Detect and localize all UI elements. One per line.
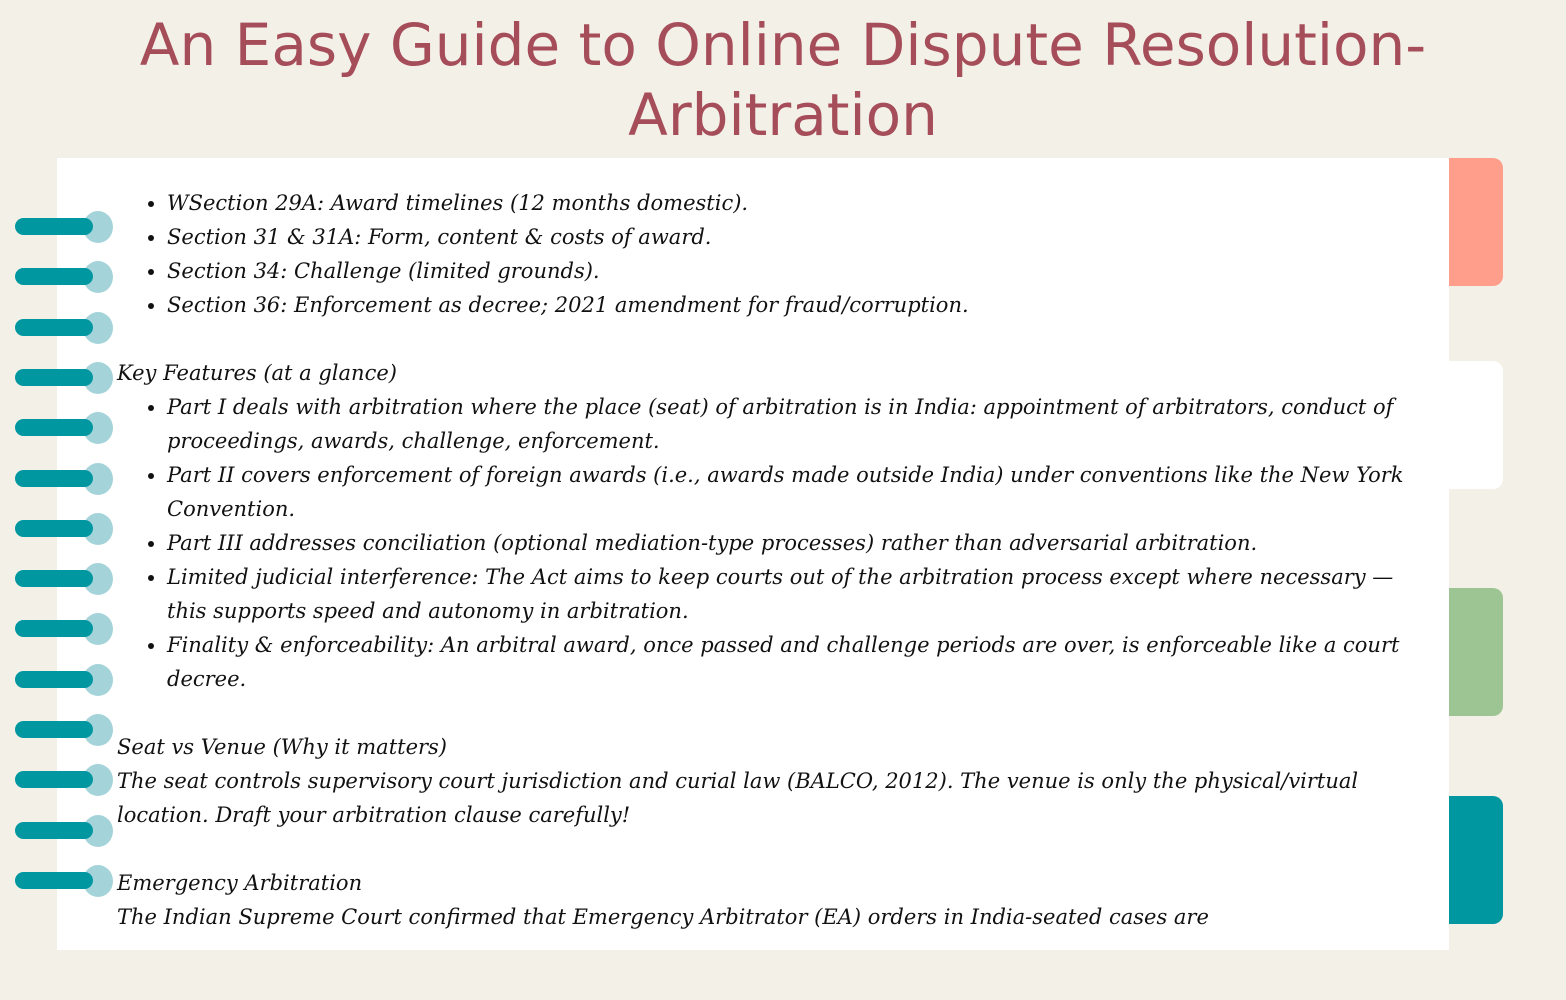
binder-ring-icon bbox=[15, 764, 113, 797]
page-title: An Easy Guide to Online Dispute Resoluti… bbox=[139, 11, 1427, 149]
binder-ring-icon bbox=[15, 563, 113, 596]
binder-ring-icon bbox=[15, 663, 113, 696]
tab-green[interactable] bbox=[1449, 588, 1503, 716]
list-item: Part III addresses conciliation (optiona… bbox=[167, 526, 1437, 560]
key-features-section: Key Features (at a glance) Part I deals … bbox=[117, 356, 1437, 696]
list-item: Part I deals with arbitration where the … bbox=[167, 390, 1437, 458]
list-item: Finality & enforceability: An arbitral a… bbox=[167, 628, 1437, 696]
section-heading: Key Features (at a glance) bbox=[117, 361, 397, 385]
binder-ring-icon bbox=[15, 613, 113, 646]
binder-ring-icon bbox=[15, 211, 113, 243]
list-item: Section 31 & 31A: Form, content & costs … bbox=[167, 220, 1437, 254]
emergency-section: Emergency Arbitration The Indian Supreme… bbox=[117, 866, 1437, 934]
binder-ring-icon bbox=[15, 814, 113, 847]
binder-ring-icon bbox=[15, 412, 113, 445]
section-text: The seat controls supervisory court juri… bbox=[117, 769, 1359, 827]
list-item: Limited judicial interference: The Act a… bbox=[167, 560, 1437, 628]
notebook-page: WSection 29A: Award timelines (12 months… bbox=[57, 158, 1449, 950]
list-item: WSection 29A: Award timelines (12 months… bbox=[167, 186, 1437, 220]
section-text: The Indian Supreme Court confirmed that … bbox=[117, 905, 1209, 929]
binder-ring-icon bbox=[15, 311, 113, 344]
tab-white[interactable] bbox=[1449, 361, 1503, 489]
binder-ring-icon bbox=[15, 714, 113, 746]
tab-salmon[interactable] bbox=[1449, 158, 1503, 286]
section-heading: Seat vs Venue (Why it matters) bbox=[117, 735, 448, 759]
list-item: Section 34: Challenge (limited grounds). bbox=[167, 254, 1437, 288]
list-item: Part II covers enforcement of foreign aw… bbox=[167, 458, 1437, 526]
binder-ring-icon bbox=[15, 462, 113, 495]
binder-ring-icon bbox=[15, 261, 113, 294]
binder-ring-icon bbox=[15, 361, 113, 394]
binder-ring-icon bbox=[15, 864, 113, 897]
binder-ring-icon bbox=[15, 512, 113, 545]
tab-teal[interactable] bbox=[1449, 796, 1503, 924]
seat-venue-section: Seat vs Venue (Why it matters) The seat … bbox=[117, 730, 1437, 832]
list-item: Section 36: Enforcement as decree; 2021 … bbox=[167, 288, 1437, 322]
section-heading: Emergency Arbitration bbox=[117, 871, 363, 895]
sections-list: WSection 29A: Award timelines (12 months… bbox=[117, 186, 1437, 322]
